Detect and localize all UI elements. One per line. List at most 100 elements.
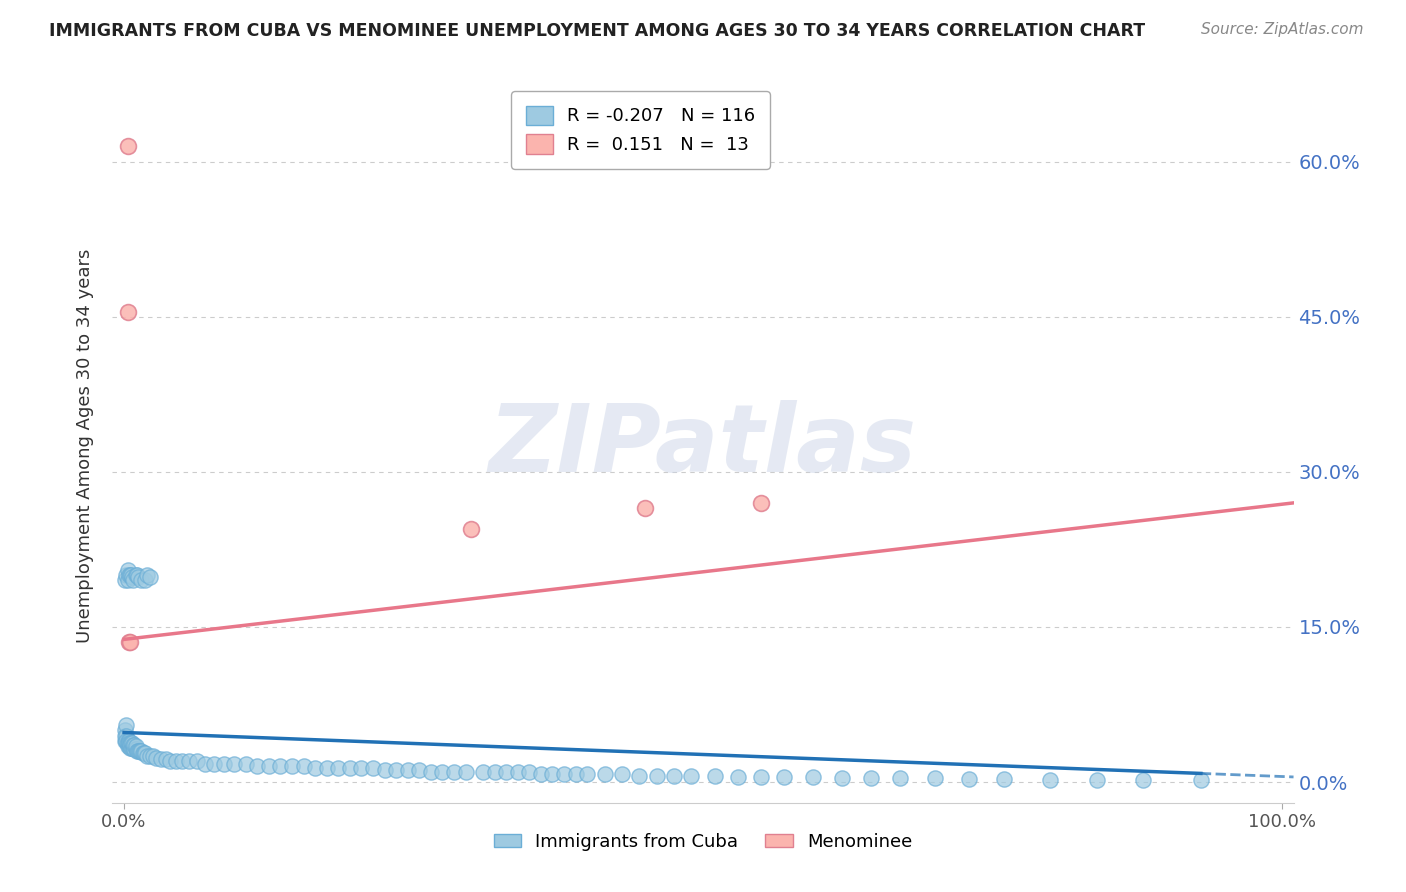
Point [576,767,599,781]
Point [138,570,160,584]
Point [1132,772,1154,787]
Point [681,769,703,783]
Point [118,738,141,752]
Point [118,635,141,649]
Point [118,736,141,750]
Point [281,758,304,772]
Point [129,744,152,758]
Point [117,139,139,153]
Point [186,755,208,769]
Point [564,767,586,781]
Point [506,764,529,779]
Point [131,744,153,758]
Point [150,752,173,766]
Point [124,738,146,752]
Point [136,749,159,764]
Point [115,729,138,743]
Point [246,758,269,772]
Point [801,770,824,784]
Point [315,761,337,775]
Point [120,736,142,750]
Point [222,756,245,771]
Point [212,756,235,771]
Point [142,749,165,764]
Point [645,769,668,783]
Point [118,736,141,750]
Point [177,755,200,769]
Point [292,758,315,772]
Point [114,574,136,588]
Point [115,733,138,747]
Text: IMMIGRANTS FROM CUBA VS MENOMINEE UNEMPLOYMENT AMONG AGES 30 TO 34 YEARS CORRELA: IMMIGRANTS FROM CUBA VS MENOMINEE UNEMPL… [49,22,1146,40]
Point [460,522,482,536]
Point [117,733,139,747]
Point [202,756,225,771]
Point [115,718,138,732]
Point [727,770,749,784]
Point [138,749,160,764]
Point [118,733,141,747]
Point [924,771,946,785]
Point [117,736,139,750]
Point [114,723,136,738]
Point [495,764,517,779]
Point [339,761,361,775]
Point [831,771,853,785]
Point [374,763,396,777]
Point [703,769,725,783]
Point [118,568,141,582]
Point [127,570,149,584]
Point [749,496,772,510]
Point [662,769,685,783]
Point [134,746,156,760]
Y-axis label: Unemployment Among Ages 30 to 34 years: Unemployment Among Ages 30 to 34 years [76,249,94,643]
Point [118,739,141,753]
Text: ZIPatlas: ZIPatlas [489,400,917,492]
Point [361,761,384,775]
Point [155,752,177,766]
Point [128,744,150,758]
Point [165,755,187,769]
Point [125,568,148,582]
Point [350,761,373,775]
Point [121,736,143,750]
Point [122,574,145,588]
Point [257,758,280,772]
Point [114,733,136,747]
Point [517,764,540,779]
Point [530,767,553,781]
Point [1189,772,1212,787]
Point [132,746,155,760]
Point [235,756,257,771]
Text: Source: ZipAtlas.com: Source: ZipAtlas.com [1201,22,1364,37]
Point [118,568,141,582]
Point [385,763,408,777]
Point [127,744,149,758]
Point [773,770,796,784]
Point [957,772,980,786]
Point [472,764,495,779]
Point [117,574,139,588]
Point [124,742,146,756]
Point [553,767,575,781]
Legend: Immigrants from Cuba, Menominee: Immigrants from Cuba, Menominee [486,826,920,858]
Point [170,755,193,769]
Point [117,563,139,577]
Point [484,764,506,779]
Point [628,769,651,783]
Point [889,771,911,785]
Point [1039,772,1062,787]
Point [124,568,146,582]
Point [454,764,477,779]
Point [118,635,141,649]
Point [859,771,882,785]
Point [396,763,419,777]
Point [328,761,350,775]
Point [749,770,772,784]
Point [136,568,159,582]
Point [541,767,564,781]
Point [134,574,156,588]
Point [443,764,465,779]
Point [194,756,217,771]
Point [117,739,139,753]
